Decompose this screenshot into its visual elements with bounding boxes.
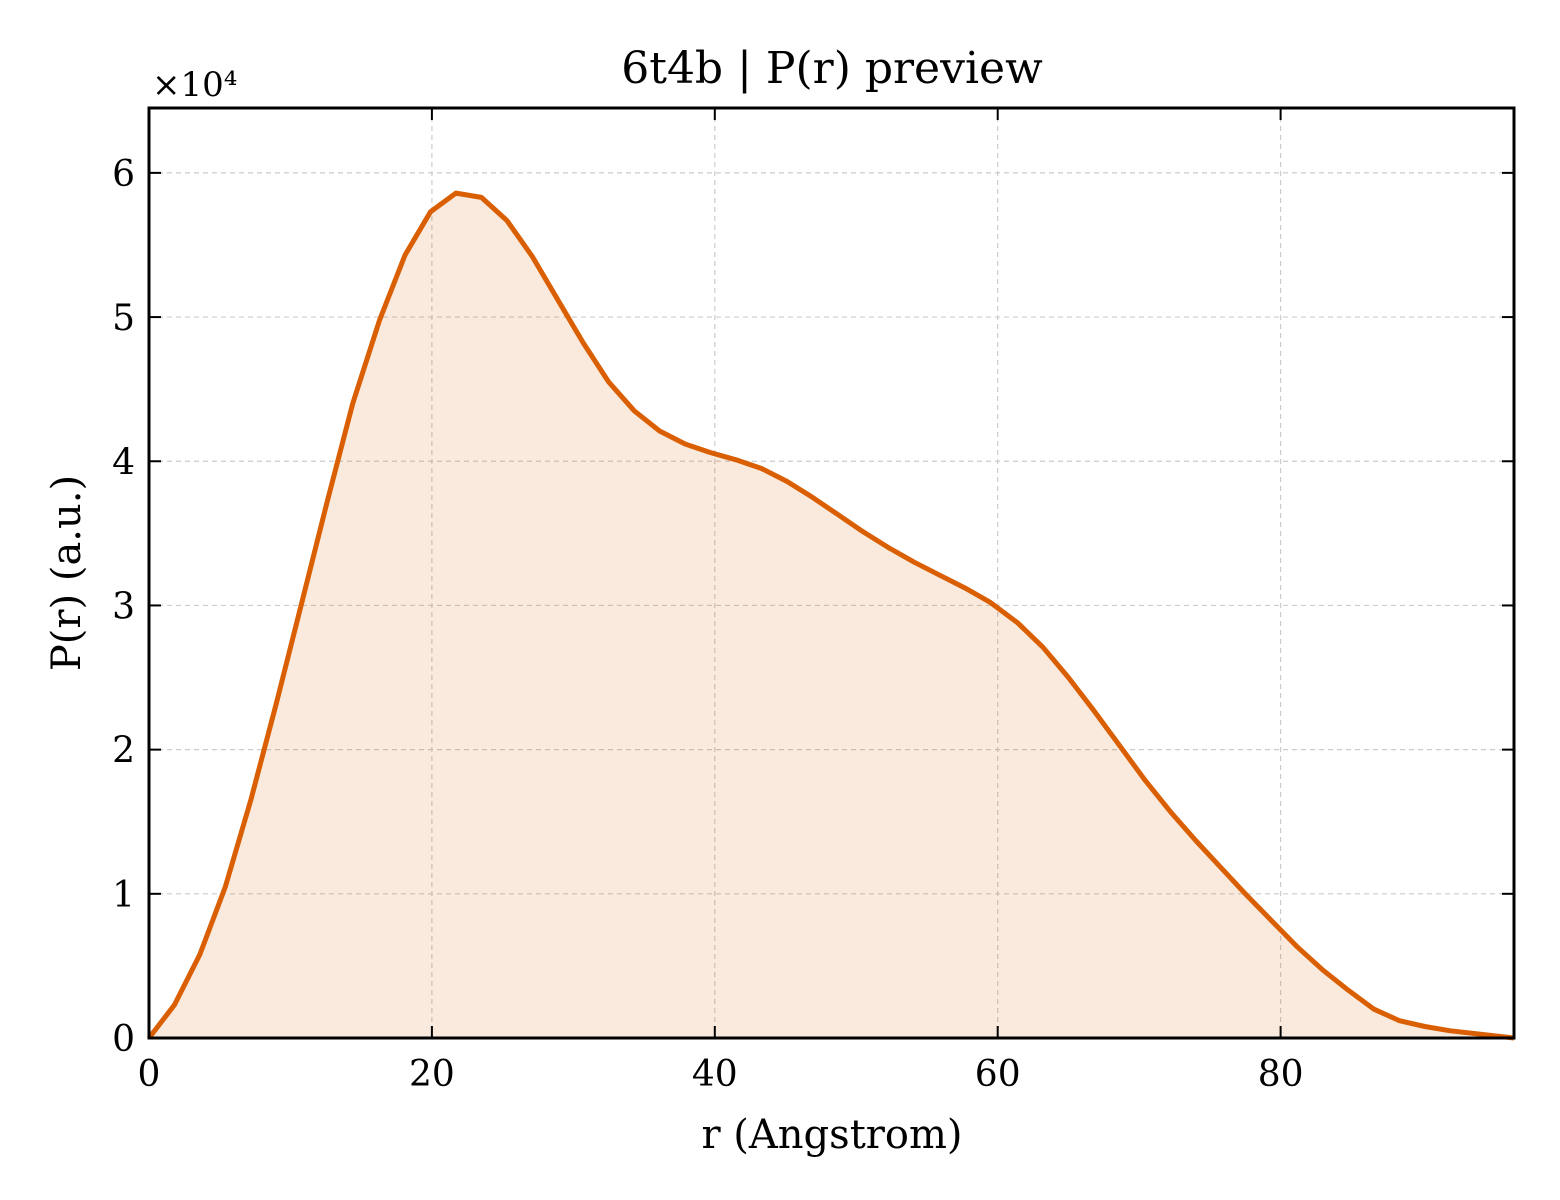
x-tick-label: 40: [692, 1054, 738, 1095]
y-tick-label: 6: [112, 154, 135, 195]
y-tick-label: 3: [112, 586, 135, 627]
pr-area-fill: [149, 193, 1514, 1039]
x-axis-label: r (Angstrom): [701, 1112, 962, 1158]
chart-title: 6t4b | P(r) preview: [621, 43, 1043, 94]
y-tick-label: 0: [112, 1019, 135, 1060]
y-axis-label: P(r) (a.u.): [44, 475, 90, 671]
axis-ticks: [148, 108, 1514, 1039]
y-tick-label: 4: [112, 442, 135, 483]
x-tick-label: 60: [975, 1054, 1021, 1095]
x-tick-label: 0: [138, 1054, 161, 1095]
y-tick-label: 1: [112, 875, 135, 916]
x-tick-label: 80: [1258, 1054, 1304, 1095]
plot-frame: [147, 106, 1516, 1040]
pr-series-line: [147, 190, 1515, 1041]
grid-lines: [149, 108, 1514, 1038]
y-tick-label: 2: [112, 731, 135, 772]
x-tick-labels: 0 20 40 60 80: [138, 1054, 1304, 1095]
x-tick-label: 20: [409, 1054, 455, 1095]
y-tick-labels: 0 1 2 3 4 5 6: [112, 154, 135, 1060]
y-offset-label: ×10⁴: [152, 65, 237, 105]
y-tick-label: 5: [112, 298, 135, 339]
